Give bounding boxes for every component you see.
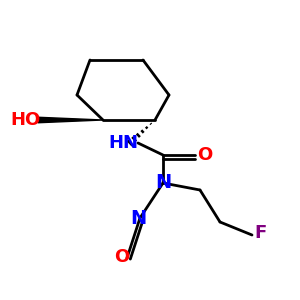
Text: HO: HO bbox=[11, 111, 41, 129]
Text: F: F bbox=[254, 224, 266, 242]
Text: N: N bbox=[155, 173, 171, 193]
Text: HN: HN bbox=[108, 134, 138, 152]
Text: O: O bbox=[197, 146, 213, 164]
Text: N: N bbox=[130, 208, 146, 227]
Polygon shape bbox=[38, 117, 103, 123]
Text: O: O bbox=[114, 248, 130, 266]
